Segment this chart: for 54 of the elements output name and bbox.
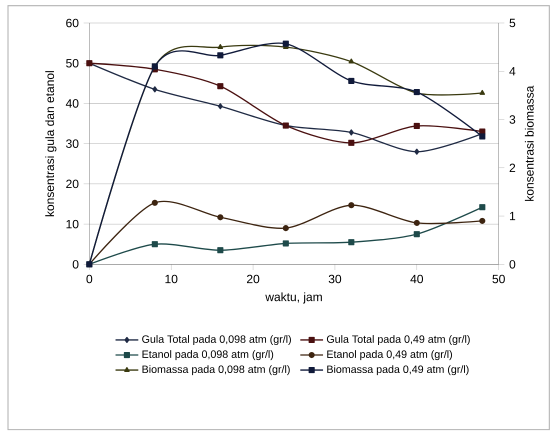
y2-tick-label: 0	[510, 260, 516, 269]
y2-tick-label: 5	[510, 18, 516, 28]
legend-label: Etanol pada 0,098 atm (gr/l)	[142, 350, 274, 360]
y-tick-label: 30	[66, 139, 78, 148]
x-tick-label: 20	[247, 274, 260, 284]
x-tick-label: 10	[165, 274, 178, 284]
point	[414, 231, 420, 238]
y2-tick-label: 4	[509, 67, 516, 76]
point	[218, 44, 224, 49]
y2-tick-label: 2	[510, 164, 516, 172]
point	[217, 247, 224, 254]
y2-tick-label: 3	[510, 115, 516, 124]
point	[479, 218, 486, 224]
point	[217, 83, 224, 90]
x-axis-title: waktu, jam	[265, 292, 322, 304]
point	[414, 220, 420, 226]
point	[348, 129, 354, 136]
y-tick-label: 50	[66, 58, 78, 68]
point	[348, 202, 354, 208]
point	[348, 239, 354, 246]
y2-tick-label: 1	[510, 212, 516, 220]
y-tick-label: 40	[66, 99, 78, 108]
legend-label: Biomassa pada 0,49 atm (gr/l)	[327, 365, 469, 376]
point	[217, 214, 224, 220]
legend-label: Etanol pada 0,49 atm (gr/l)	[327, 350, 452, 360]
legend-label: Biomassa pada 0,098 atm (gr/l)	[142, 365, 290, 376]
x-tick-label: 50	[492, 274, 505, 284]
point	[282, 240, 289, 246]
x-tick-label: 40	[410, 274, 424, 284]
x-tick-label: 0	[86, 274, 92, 284]
y-tick-label: 20	[66, 180, 78, 188]
point	[152, 86, 158, 92]
point	[348, 58, 354, 64]
point	[152, 241, 158, 248]
y-axis-title: konsentrasi gula dan etanol	[45, 71, 56, 216]
point	[479, 204, 486, 210]
y-tick-label: 60	[66, 18, 78, 28]
point	[479, 133, 486, 140]
y2-axis-title: konsentrasi biomassa	[524, 86, 534, 201]
x-tick-label: 30	[328, 274, 342, 284]
point	[348, 78, 354, 84]
point	[218, 103, 223, 110]
point	[282, 40, 289, 47]
point	[414, 122, 420, 130]
point	[414, 148, 420, 155]
point	[348, 140, 354, 146]
legend-label: Gula Total pada 0,098 atm (gr/l)	[142, 335, 291, 346]
point	[152, 200, 158, 206]
point	[480, 90, 486, 95]
y-tick-label: 10	[66, 220, 78, 228]
point	[282, 225, 289, 232]
point	[217, 52, 224, 58]
y-tick-label: 0	[72, 260, 78, 269]
legend-label: Gula Total pada 0,49 atm (gr/l)	[326, 335, 470, 346]
